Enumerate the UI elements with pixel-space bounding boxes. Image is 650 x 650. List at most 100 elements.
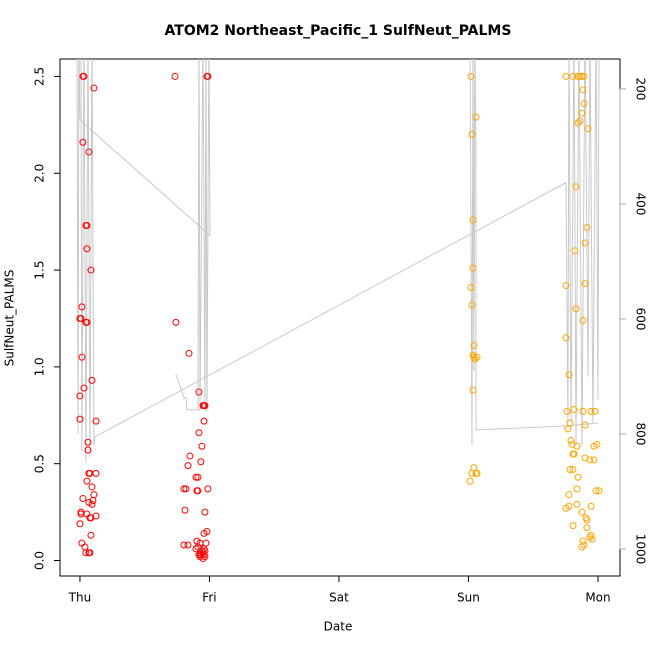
point — [562, 282, 570, 290]
point — [569, 72, 577, 80]
x-axis-label: Date — [324, 620, 353, 634]
x-tick-label: Fri — [202, 591, 216, 605]
point — [88, 500, 96, 508]
point — [574, 473, 582, 481]
point — [80, 72, 88, 80]
point — [566, 466, 574, 474]
point — [76, 415, 84, 423]
y-tick-label: 2.5 — [33, 67, 47, 86]
point — [471, 355, 479, 363]
point — [587, 502, 595, 510]
point — [92, 512, 100, 520]
point — [571, 247, 579, 255]
point — [472, 113, 480, 121]
point — [76, 392, 84, 400]
y2-tick-label: 400 — [634, 192, 648, 215]
point — [566, 419, 574, 427]
x-tick-label: Thu — [68, 591, 92, 605]
point — [570, 405, 578, 413]
point — [569, 450, 577, 458]
point — [88, 376, 96, 384]
point — [172, 318, 180, 326]
y-tick-label: 2.0 — [33, 164, 47, 183]
point — [468, 131, 476, 139]
point — [180, 541, 188, 549]
point — [204, 72, 212, 80]
point — [81, 543, 89, 551]
point — [180, 485, 188, 493]
point — [468, 469, 476, 477]
point — [200, 529, 208, 537]
point — [588, 535, 596, 543]
point — [198, 442, 206, 450]
point — [78, 539, 86, 547]
point — [83, 222, 91, 230]
point — [76, 520, 84, 528]
y2-tick-label: 800 — [634, 423, 648, 446]
point — [573, 500, 581, 508]
point — [92, 417, 100, 425]
point — [77, 508, 85, 516]
point — [90, 491, 98, 499]
point — [194, 487, 202, 495]
point — [84, 446, 92, 454]
point — [197, 458, 205, 466]
point — [78, 353, 86, 361]
point — [473, 353, 481, 361]
point — [581, 280, 589, 288]
point — [469, 386, 477, 394]
point — [192, 545, 200, 553]
y-tick-label: 1.5 — [33, 261, 47, 280]
point — [466, 477, 474, 485]
point — [579, 316, 587, 324]
point — [583, 524, 591, 532]
point — [201, 553, 209, 561]
point — [581, 421, 589, 429]
point — [565, 371, 573, 379]
point — [79, 138, 87, 146]
point — [573, 442, 581, 450]
point — [591, 407, 599, 415]
point — [199, 555, 207, 563]
point — [200, 417, 208, 425]
y-tick-label: 0.0 — [33, 551, 47, 570]
point — [89, 496, 97, 504]
point — [578, 109, 586, 117]
point — [581, 239, 589, 247]
point — [80, 384, 88, 392]
point — [579, 407, 587, 415]
x-tick-label: Mon — [585, 591, 610, 605]
point — [563, 407, 571, 415]
point — [578, 543, 586, 551]
point — [579, 537, 587, 545]
point — [592, 487, 600, 495]
point — [583, 516, 591, 524]
point — [569, 522, 577, 530]
point — [573, 485, 581, 493]
plot-frame — [59, 58, 621, 577]
point — [572, 183, 580, 191]
point — [92, 469, 100, 477]
series-line — [76, 59, 600, 463]
point — [195, 388, 203, 396]
point — [583, 223, 591, 231]
point — [204, 485, 212, 493]
point — [82, 549, 90, 557]
point — [468, 301, 476, 309]
point — [565, 491, 573, 499]
point — [84, 438, 92, 446]
point — [470, 342, 478, 350]
y2-tick-label: 200 — [634, 77, 648, 100]
point — [590, 456, 598, 464]
point — [202, 539, 210, 547]
point — [83, 477, 91, 485]
point — [593, 440, 601, 448]
point — [79, 495, 87, 503]
point — [83, 318, 91, 326]
point — [576, 117, 584, 125]
point — [580, 541, 588, 549]
point — [595, 487, 603, 495]
point — [192, 473, 200, 481]
point — [578, 508, 586, 516]
